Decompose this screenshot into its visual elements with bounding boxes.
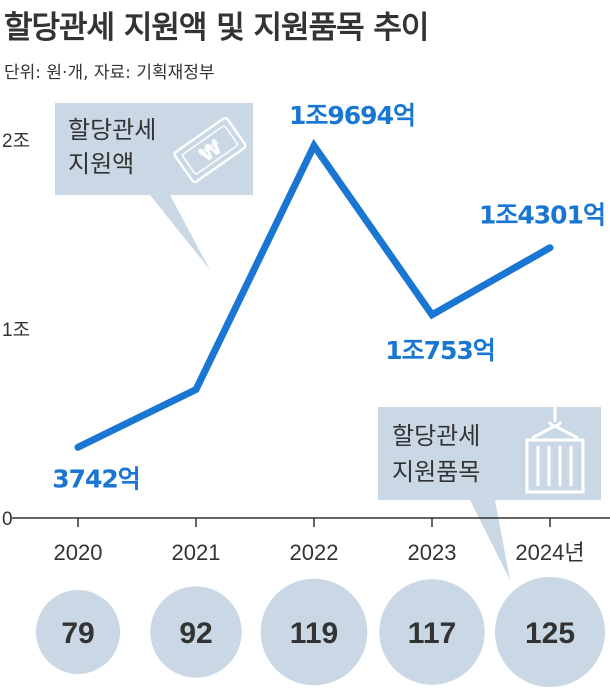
x-tick-label: 2024년 xyxy=(515,540,584,565)
container-crane-icon xyxy=(525,407,585,494)
items-bubble xyxy=(379,579,485,685)
items-bubble-value: 119 xyxy=(290,617,338,650)
x-tick-label: 2022 xyxy=(290,540,339,565)
y-tick-label: 0 xyxy=(2,509,13,530)
data-label: 1조753억 xyxy=(385,336,495,365)
y-tick-label: 1조 xyxy=(2,320,30,341)
amount-callout-line1: 할당관세 xyxy=(68,116,156,144)
items-bubble-value: 117 xyxy=(408,617,456,650)
items-bubbles: 79 92 119 117 125 xyxy=(36,577,605,687)
y-tick-label: 2조 xyxy=(2,131,30,152)
amount-callout: ₩ 할당관세 지원액 xyxy=(55,103,253,270)
items-bubble xyxy=(495,577,605,687)
chart-title: 할당관세 지원액 및 지원품목 추이 xyxy=(4,10,429,46)
chart-subtitle: 단위: 원·개, 자료: 기획재정부 xyxy=(4,63,215,83)
items-bubble xyxy=(260,578,368,686)
items-bubble xyxy=(36,590,120,674)
y-axis-ticks: 0 1조 2조 xyxy=(2,131,30,530)
amount-series-line xyxy=(74,138,554,451)
x-tick-label: 2020 xyxy=(54,540,103,565)
data-label: 1조9694억 xyxy=(289,101,415,130)
data-label: 3742억 xyxy=(52,464,140,493)
items-bubble-value: 79 xyxy=(61,617,94,650)
data-label: 1조4301억 xyxy=(479,201,605,230)
data-labels: 3742억 1조9694억 1조753억 1조4301억 xyxy=(52,101,606,493)
x-axis-ticks: 2020 2021 2022 2023 2024년 xyxy=(54,518,585,565)
items-bubble-value: 92 xyxy=(179,617,212,650)
items-callout-line1: 할당관세 xyxy=(392,422,480,450)
items-bubble-value: 125 xyxy=(525,617,575,650)
items-callout-line2: 지원품목 xyxy=(392,458,480,486)
items-bubble xyxy=(150,586,242,678)
amount-callout-line2: 지원액 xyxy=(68,150,134,178)
items-callout: 할당관세 지원품목 xyxy=(378,407,601,580)
x-tick-label: 2023 xyxy=(408,540,457,565)
x-tick-label: 2021 xyxy=(172,540,221,565)
